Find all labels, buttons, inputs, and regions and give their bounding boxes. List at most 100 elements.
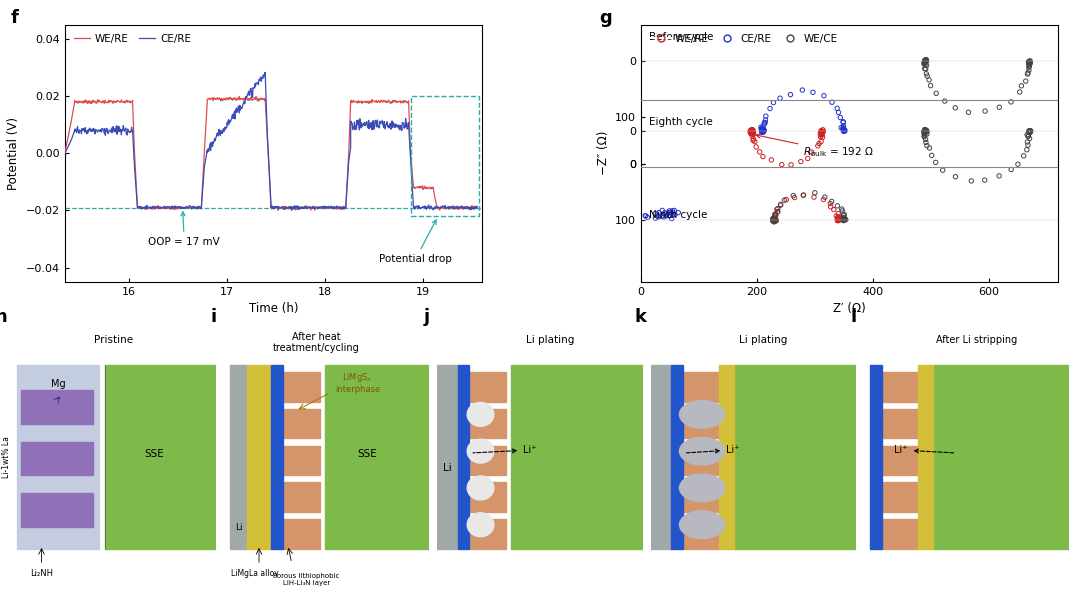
- Point: [936, 96, 954, 106]
- Point: [647, 208, 664, 218]
- Bar: [683, 409, 719, 438]
- Point: [918, 61, 935, 70]
- Point: [1022, 128, 1039, 137]
- Point: [754, 126, 771, 135]
- Point: [916, 59, 933, 69]
- Ellipse shape: [679, 401, 725, 428]
- Point: [766, 216, 783, 226]
- Point: [919, 71, 936, 81]
- Point: [813, 129, 831, 139]
- Point: [766, 215, 783, 225]
- Point: [823, 97, 840, 107]
- Bar: [881, 372, 918, 402]
- Point: [754, 126, 771, 136]
- WE/RE: [201, 96, 214, 103]
- Point: [767, 215, 784, 225]
- Bar: [683, 372, 719, 402]
- Point: [837, 215, 854, 224]
- Bar: [672, 365, 683, 549]
- Point: [664, 210, 681, 220]
- Point: [827, 211, 845, 221]
- Point: [814, 127, 832, 137]
- Point: [766, 214, 783, 224]
- Bar: [881, 482, 918, 512]
- Point: [771, 93, 788, 103]
- Text: Li plating: Li plating: [526, 335, 575, 345]
- Bar: [881, 409, 918, 438]
- Point: [833, 204, 850, 214]
- Point: [835, 121, 852, 131]
- Point: [828, 215, 846, 225]
- Point: [744, 131, 761, 141]
- Point: [754, 123, 771, 133]
- Point: [649, 211, 666, 221]
- Point: [744, 128, 761, 137]
- Point: [1021, 57, 1038, 67]
- Point: [1020, 131, 1037, 141]
- Point: [835, 215, 852, 225]
- Point: [637, 211, 654, 221]
- Point: [766, 215, 783, 224]
- Point: [743, 128, 760, 137]
- Point: [743, 125, 760, 135]
- Point: [1021, 56, 1038, 66]
- Point: [1021, 134, 1038, 143]
- Point: [829, 216, 847, 226]
- Point: [755, 120, 772, 130]
- Point: [918, 127, 935, 137]
- Point: [916, 129, 933, 139]
- Point: [1021, 58, 1038, 67]
- Point: [772, 200, 789, 210]
- Bar: [230, 365, 246, 549]
- Point: [1021, 59, 1038, 69]
- Point: [918, 126, 935, 135]
- Legend: WE/RE, CE/RE, WE/CE: WE/RE, CE/RE, WE/CE: [646, 29, 842, 48]
- Point: [746, 137, 764, 147]
- Point: [916, 56, 933, 66]
- Point: [765, 97, 782, 107]
- Point: [766, 215, 783, 225]
- Point: [660, 207, 677, 217]
- Point: [766, 215, 783, 225]
- Point: [917, 125, 934, 135]
- WE/RE: [271, 207, 284, 214]
- CE/RE: [402, 121, 415, 128]
- Bar: [469, 372, 507, 402]
- Point: [743, 126, 760, 135]
- Point: [799, 154, 816, 164]
- Text: OOP = 17 mV: OOP = 17 mV: [148, 211, 220, 247]
- Point: [812, 137, 829, 147]
- Bar: [271, 365, 283, 549]
- Text: Mg: Mg: [51, 379, 65, 389]
- Line: CE/RE: CE/RE: [65, 72, 477, 210]
- Point: [916, 126, 933, 136]
- Point: [745, 128, 762, 137]
- Bar: [683, 446, 719, 475]
- Bar: [683, 482, 719, 512]
- Text: $R_\mathrm{bulk}$ = 192 Ω: $R_\mathrm{bulk}$ = 192 Ω: [756, 134, 874, 159]
- Point: [828, 104, 846, 113]
- Point: [1015, 151, 1032, 161]
- Ellipse shape: [679, 438, 725, 465]
- Point: [766, 211, 783, 221]
- Point: [835, 214, 852, 224]
- Point: [836, 210, 853, 219]
- Point: [812, 132, 829, 142]
- Point: [755, 124, 772, 134]
- Point: [917, 126, 934, 136]
- Point: [650, 212, 667, 222]
- Point: [814, 132, 832, 142]
- Point: [768, 216, 785, 226]
- Point: [1021, 126, 1038, 135]
- Point: [764, 215, 781, 225]
- Point: [832, 213, 849, 223]
- Point: [744, 128, 761, 138]
- Point: [742, 128, 759, 137]
- Ellipse shape: [468, 512, 494, 537]
- Point: [786, 192, 804, 202]
- CE/RE: [459, 205, 472, 212]
- Point: [767, 210, 784, 219]
- Point: [767, 209, 784, 219]
- Point: [765, 216, 782, 226]
- Point: [814, 127, 832, 137]
